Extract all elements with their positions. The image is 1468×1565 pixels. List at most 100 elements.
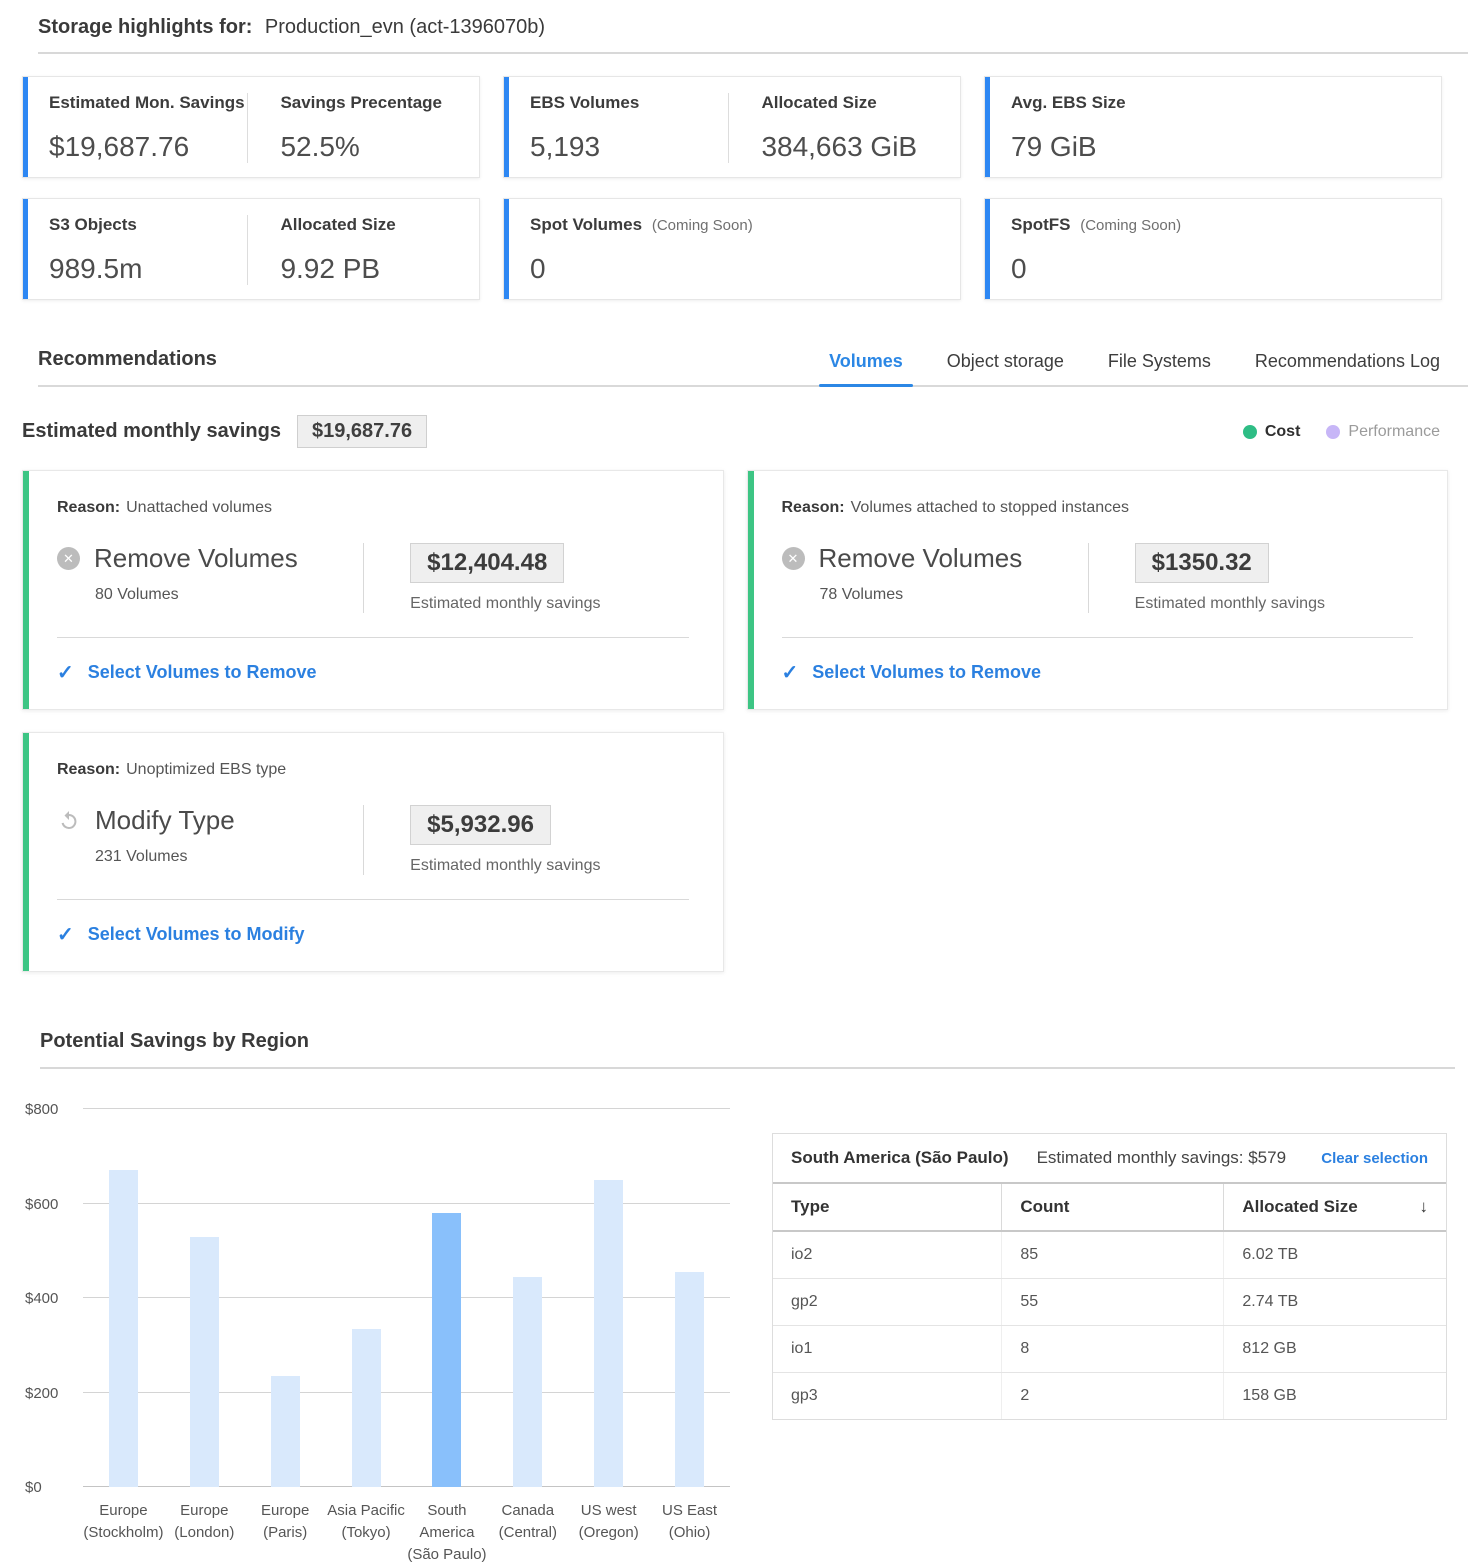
stat-label: S3 Objects	[49, 215, 137, 234]
modify-refresh-icon	[61, 810, 77, 829]
card-divider	[781, 637, 1413, 638]
card-avg-ebs-size: Avg. EBS Size 79 GiB	[984, 76, 1442, 178]
stat-value: 0	[530, 253, 546, 284]
chart-x-labels: Europe (Stockholm) Europe (London) Europe (Pa…	[83, 1500, 730, 1565]
page-title-account: Production_evn (act-1396070b)	[264, 16, 546, 38]
x-axis-label: Europe (Paris)	[261, 1502, 310, 1541]
rec-card-unattached-volumes: Reason: Unattached volumes ✕ Remove Volum…	[22, 470, 724, 710]
bar-us-east-ohio-[interactable]	[675, 1272, 705, 1487]
x-axis-label: US East (Ohio)	[662, 1502, 718, 1541]
table-row: gp3 2 158 GB	[773, 1372, 1446, 1419]
sort-descending-icon[interactable]: ↓	[1419, 1197, 1429, 1216]
tab-file-systems[interactable]: File Systems	[1107, 351, 1211, 371]
stat-label: Estimated Mon. Savings	[49, 93, 245, 112]
recommendations-tabs: Volumes Object storage File Systems Reco…	[819, 351, 1440, 387]
volume-count: 78 Volumes	[819, 586, 904, 603]
tab-volumes[interactable]: Volumes	[819, 351, 913, 387]
bar-europe-paris-[interactable]	[270, 1375, 300, 1487]
card-s3-objects: S3 Objects 989.5m Allocated Size 9.92 PB	[22, 198, 480, 300]
remove-circle-icon: ✕	[57, 547, 80, 570]
table-row: gp2 55 2.74 TB	[773, 1278, 1446, 1326]
card-estimated-savings: Estimated Mon. Savings $19,687.76 Saving…	[22, 76, 480, 178]
stat-label: Avg. EBS Size	[1011, 93, 1126, 112]
tab-object-storage[interactable]: Object storage	[946, 351, 1064, 371]
bar-europe-london-[interactable]	[189, 1236, 219, 1487]
clear-selection-link[interactable]: Clear selection	[1321, 1149, 1428, 1167]
monthly-savings-label: Estimated monthly savings	[22, 420, 281, 442]
stat-value: $19,687.76	[49, 131, 190, 162]
reason-text: Volumes attached to stopped instances	[850, 499, 1130, 516]
x-axis-label: Europe (London)	[174, 1502, 235, 1541]
column-header-count: Count	[1001, 1184, 1224, 1232]
monthly-savings-badge: $19,687.76	[296, 415, 428, 448]
card-divider	[57, 637, 689, 638]
stat-value: 79 GiB	[1011, 131, 1097, 162]
savings-amount-badge: $1350.32	[1134, 543, 1269, 583]
cta-label: Select Volumes to Remove	[87, 662, 317, 682]
table-header: South America (São Paulo) Estimated mont…	[773, 1134, 1446, 1184]
selected-region-title: South America (São Paulo)	[791, 1148, 1009, 1167]
cell-count: 8	[1001, 1325, 1224, 1373]
x-axis-label: Asia Pacific (Tokyo)	[327, 1502, 405, 1541]
savings-amount-badge: $12,404.48	[410, 543, 565, 583]
cell-size: 812 GB	[1223, 1325, 1446, 1373]
stat-label: EBS Volumes	[530, 93, 640, 112]
savings-by-region-chart: $0 $200 $400 $600 $800 Europe (Stockholm) Euro…	[25, 1101, 730, 1565]
stat-value: 5,193	[530, 131, 601, 162]
cell-count: 85	[1001, 1231, 1224, 1279]
x-axis-label: Canada (Central)	[498, 1502, 557, 1541]
y-axis-tick-label: $0	[25, 1479, 42, 1496]
y-axis-tick-label: $800	[25, 1101, 59, 1118]
column-header-type: Type	[773, 1184, 1002, 1232]
table-row: io2 85 6.02 TB	[773, 1231, 1446, 1279]
reason-text: Unattached volumes	[126, 499, 272, 516]
stat-label: Spot Volumes	[530, 215, 643, 234]
cell-count: 2	[1001, 1372, 1224, 1419]
bar-canada-central-[interactable]	[513, 1276, 543, 1487]
volume-count: 80 Volumes	[95, 586, 179, 603]
cost-legend-dot-icon	[1242, 424, 1257, 439]
cell-count: 55	[1001, 1278, 1224, 1326]
table-row: io1 8 812 GB	[773, 1325, 1446, 1373]
bar-us-west-oregon-[interactable]	[594, 1179, 624, 1487]
select-volumes-to-modify-link[interactable]: ✓ Select Volumes to Modify	[57, 922, 689, 947]
stat-value: 989.5m	[49, 253, 143, 284]
reason-text: Unoptimized EBS type	[126, 761, 287, 778]
chart-bars	[83, 1109, 730, 1487]
column-header-allocated-size: Allocated Size	[1242, 1197, 1358, 1216]
x-axis-label: Europe (Stockholm)	[83, 1502, 164, 1541]
select-volumes-to-remove-link[interactable]: ✓ Select Volumes to Remove	[782, 660, 1414, 685]
card-divider	[57, 899, 689, 900]
savings-amount-caption: Estimated monthly savings	[1134, 595, 1325, 612]
bottom-section: $0 $200 $400 $600 $800 Europe (Stockholm) Euro…	[25, 1101, 1455, 1565]
rec-card-unoptimized-ebs-type: Reason: Unoptimized EBS type Modify Type …	[22, 732, 724, 972]
checkmark-icon: ✓	[57, 924, 74, 946]
cta-label: Select Volumes to Modify	[87, 924, 305, 944]
y-axis-tick-label: $200	[25, 1384, 59, 1402]
savings-amount-badge: $5,932.96	[410, 805, 551, 845]
recommendations-title: Recommendations	[38, 348, 217, 370]
cta-label: Select Volumes to Remove	[812, 662, 1042, 682]
tab-recommendations-log[interactable]: Recommendations Log	[1254, 351, 1440, 371]
action-title: Remove Volumes	[94, 543, 298, 573]
gridline	[83, 1391, 730, 1393]
region-detail-table-card: South America (São Paulo) Estimated mont…	[772, 1133, 1447, 1420]
remove-circle-icon: ✕	[781, 547, 805, 570]
action-title: Modify Type	[95, 805, 235, 835]
volume-types-table: Type Count Allocated Size ↓ io2 85 6.02 …	[773, 1184, 1446, 1419]
cell-type: gp2	[773, 1278, 1002, 1326]
cost-legend-label: Cost	[1264, 422, 1301, 440]
stat-value: 0	[1011, 253, 1027, 284]
cell-size: 2.74 TB	[1223, 1278, 1446, 1326]
rec-card-stopped-instances: Reason: Volumes attached to stopped insta…	[746, 470, 1448, 710]
bar-europe-stockholm-[interactable]	[108, 1170, 138, 1487]
reason-label: Reason:	[781, 499, 845, 516]
bar-asia-pacific-tokyo-[interactable]	[351, 1328, 381, 1487]
stat-label: Allocated Size	[761, 93, 877, 112]
stat-label: SpotFS	[1011, 215, 1071, 234]
stat-value: 52.5%	[280, 131, 360, 162]
select-volumes-to-remove-link[interactable]: ✓ Select Volumes to Remove	[57, 660, 689, 685]
bar-south-america-s-o-paulo-[interactable]	[432, 1212, 462, 1487]
gridline	[83, 1108, 730, 1109]
x-axis-label: US west (Oregon)	[578, 1502, 639, 1541]
